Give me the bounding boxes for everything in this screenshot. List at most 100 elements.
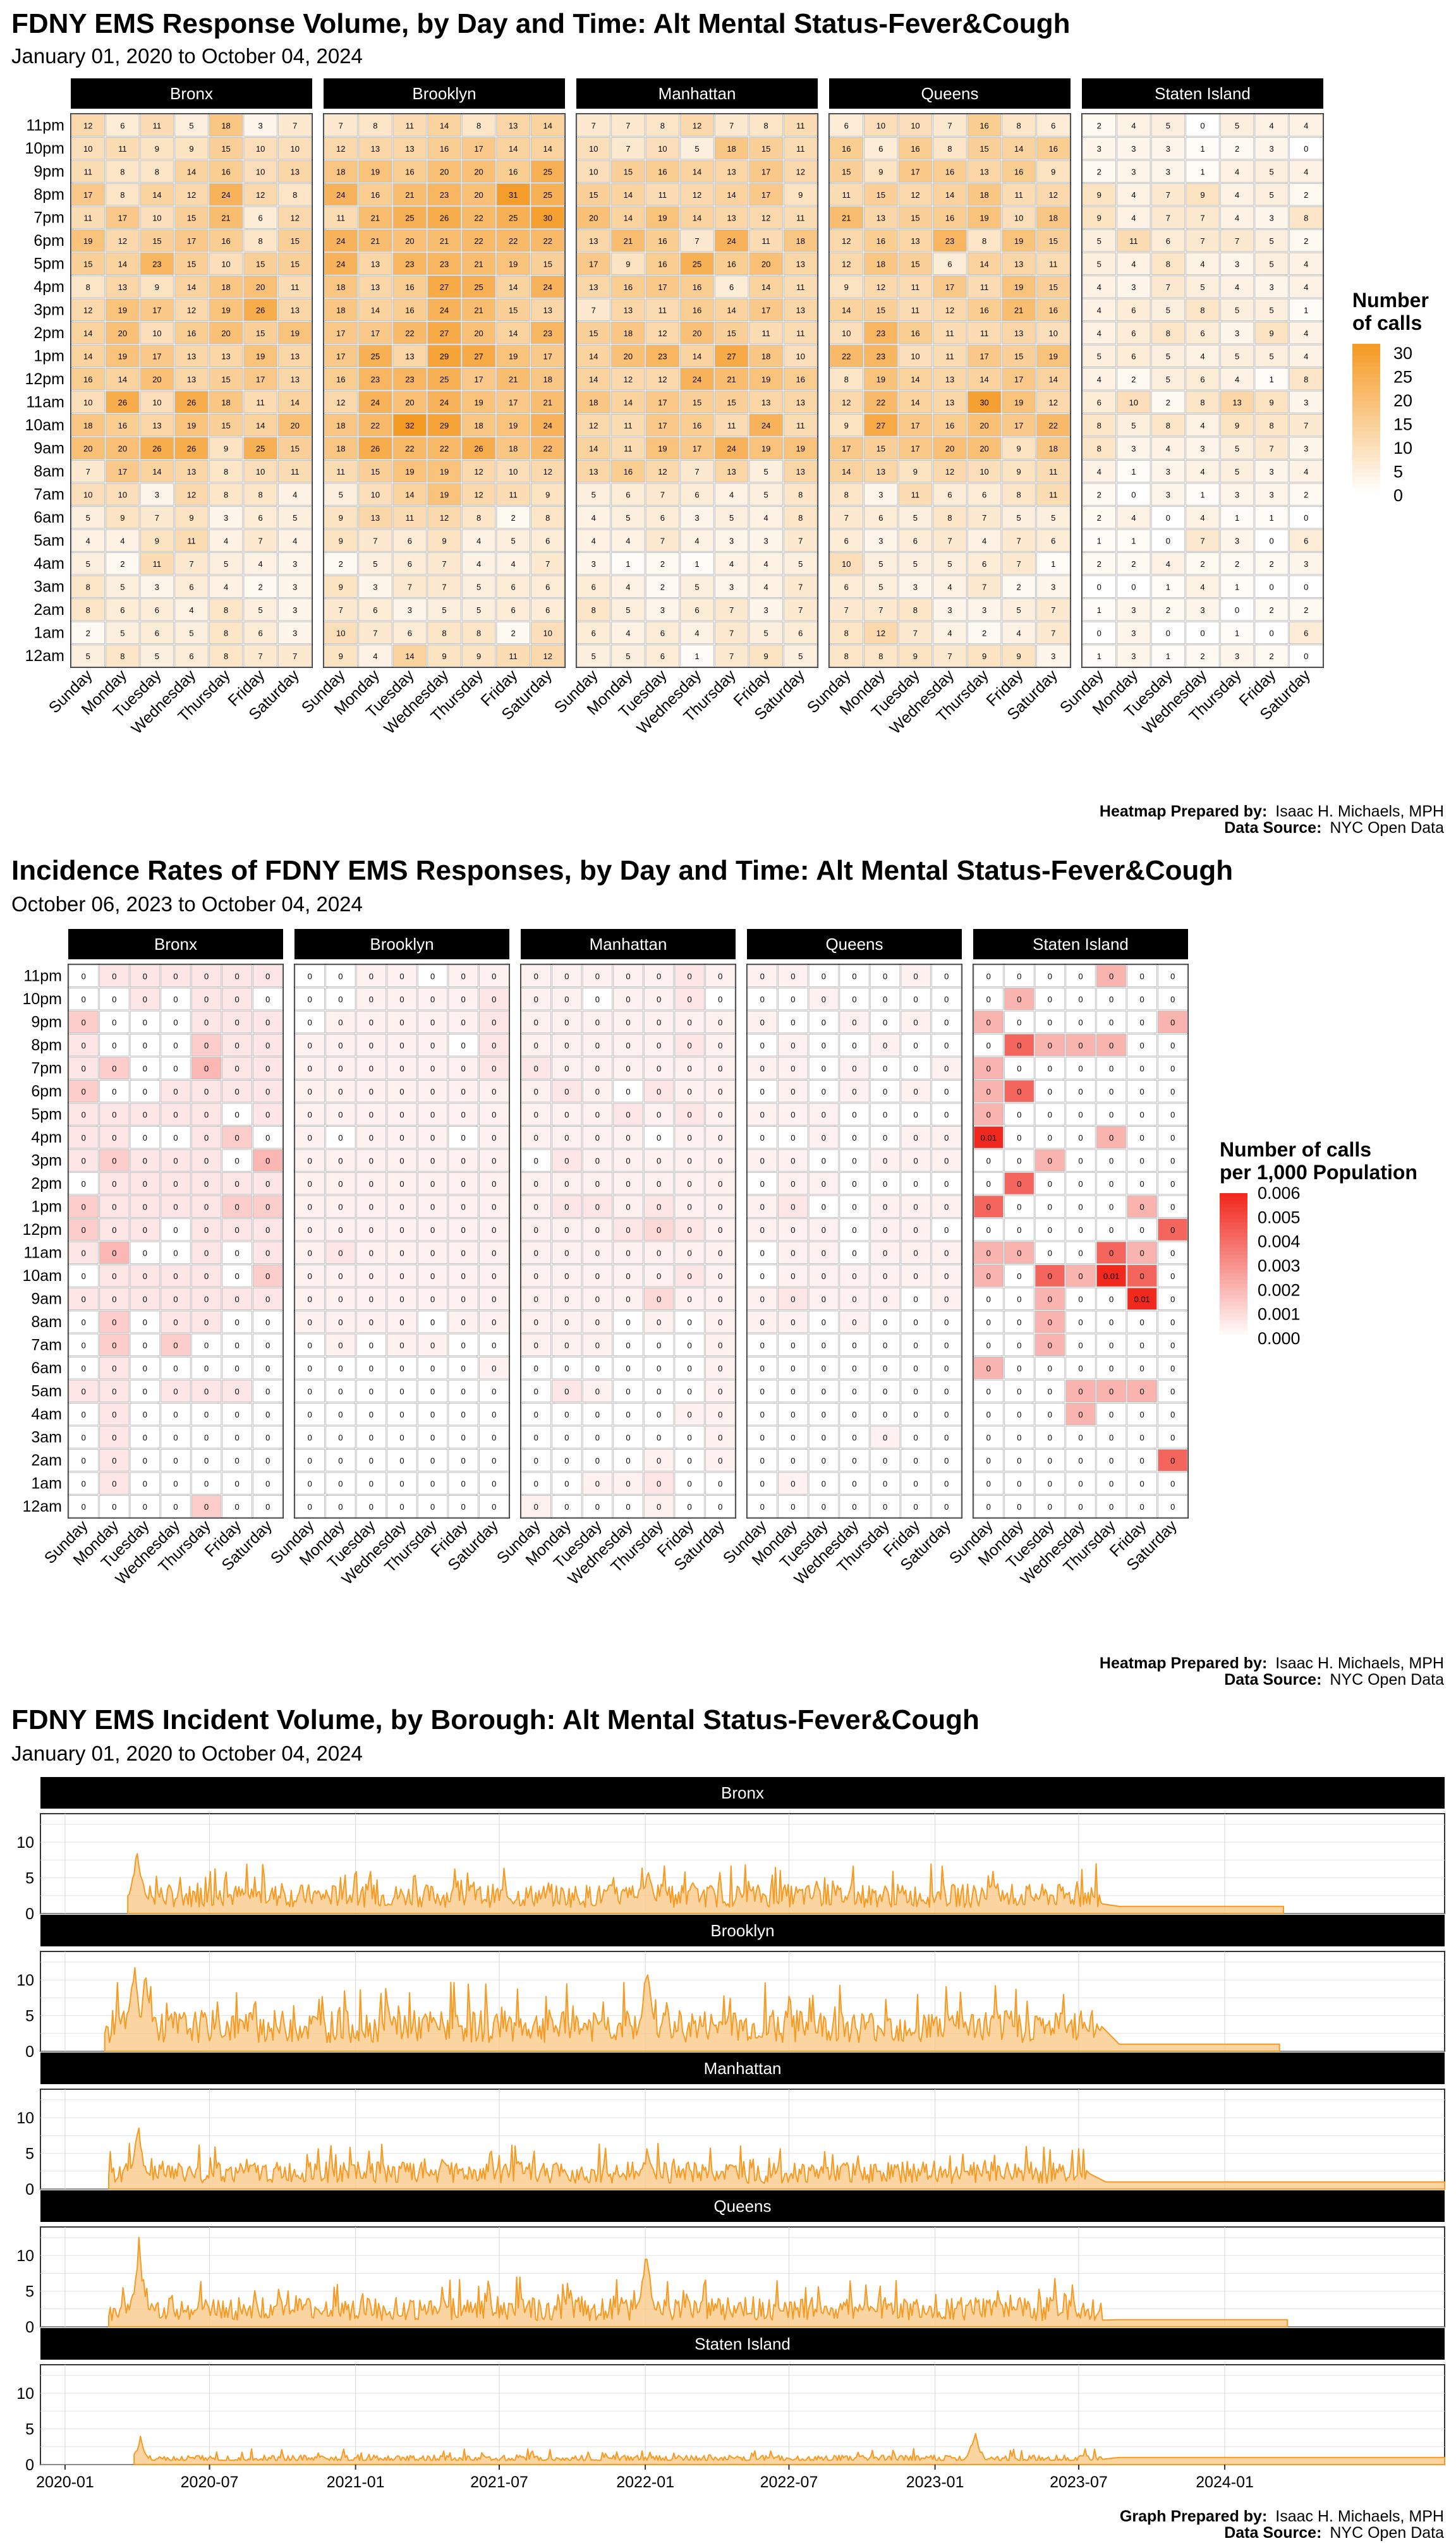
hm1-cell-bronx-4pm-wednesday [174, 276, 209, 298]
hm2-cell-label: 0 [914, 1410, 918, 1419]
hm2-cell-label: 0 [173, 1364, 178, 1373]
hm1-cell-label: 16 [842, 144, 851, 154]
hm2-cell-label: 0 [430, 1133, 435, 1143]
hm2-cell-label: 0 [1170, 1410, 1175, 1419]
hm1-cell-label: 0 [1270, 536, 1274, 545]
hm2-cell-label: 0 [564, 995, 569, 1004]
hm2-cell-label: 0 [883, 1248, 887, 1258]
hm1-hour-label: 1pm [33, 347, 64, 365]
hm2-cell-label: 0 [914, 1318, 918, 1327]
hm1-cell-label: 8 [545, 513, 550, 523]
hm2-cell-label: 0 [1140, 1087, 1144, 1096]
hm2-cell-label: 0 [914, 1433, 918, 1442]
hm1-cell-label: 24 [761, 421, 770, 430]
hm2-cell-label: 0 [883, 1271, 887, 1281]
hm2-cell-label: 0 [338, 1087, 343, 1096]
hm1-cell-brooklyn-5am-wednesday [427, 529, 461, 552]
ts-strip-label-queens: Queens [713, 2197, 771, 2216]
hm1-cell-label: 8 [798, 490, 803, 499]
hm1-cell-label: 20 [980, 444, 988, 453]
hm2-cell-label: 0 [1017, 1202, 1021, 1211]
hm1-cell-label: 4 [1131, 121, 1136, 130]
hm1-cell-label: 16 [945, 167, 954, 176]
hm1-cell-label: 14 [83, 329, 92, 338]
hm2-cell-label: 0 [265, 971, 270, 981]
hm2-legend-swatch [1220, 1211, 1247, 1216]
hm2-cell-label: 0 [986, 1318, 991, 1327]
hm1-cell-bronx-1pm-friday [243, 344, 277, 367]
hm1-cell-label: 25 [405, 213, 414, 222]
hm2-cell-label: 0 [657, 1064, 661, 1073]
hm2-cell-label: 0 [338, 1110, 343, 1119]
hm2-cell-label: 0 [369, 1225, 373, 1235]
hm1-cell-manhattan-4am-saturday [783, 552, 818, 575]
hm1-legend-swatch [1352, 416, 1380, 420]
hm1-cell-manhattan-11pm-tuesday [645, 114, 680, 136]
hm2-cell-label: 0 [688, 1017, 692, 1027]
hm2-cell-label: 0 [791, 1318, 795, 1327]
hm2-cell-label: 0 [986, 1156, 991, 1165]
hm1-cell-label: 21 [474, 259, 483, 269]
hm1-cell-label: 7 [947, 536, 952, 545]
heatmap2-prepared-label: Heatmap Prepared by: [1100, 1654, 1267, 1672]
heatmap2-source-label: Data Source: [1224, 1671, 1321, 1689]
hm1-cell-brooklyn-11pm-thursday [461, 114, 496, 136]
hm2-cell-label: 0 [82, 1340, 86, 1350]
hm1-strip-label-staten-island: Staten Island [1155, 84, 1251, 103]
hm1-cell-label: 7 [545, 559, 550, 569]
hm2-cell-label: 0 [204, 1340, 209, 1350]
hm1-cell-label: 16 [658, 236, 667, 246]
hm2-cell-label: 0 [564, 1271, 569, 1281]
hm2-cell-label: 0 [760, 1433, 765, 1442]
hm1-cell-label: 4 [1097, 375, 1101, 384]
hm2-cell-label: 0 [688, 1410, 692, 1419]
hm2-cell-label: 0 [986, 1502, 991, 1512]
hm1-cell-brooklyn-7am-monday [358, 483, 392, 506]
hm2-cell-label: 0 [461, 1248, 466, 1258]
hm1-cell-label: 14 [842, 467, 851, 476]
hm1-hour-label: 2am [33, 601, 64, 619]
hm2-cell-label: 0 [595, 971, 600, 981]
hm1-cell-label: 10 [256, 144, 265, 154]
hm1-cell-bronx-9am-tuesday [140, 437, 174, 459]
hm1-cell-label: 7 [86, 467, 90, 476]
hm1-cell-label: 3 [695, 513, 699, 523]
hm1-cell-label: 23 [152, 259, 161, 269]
hm1-cell-label: 26 [152, 444, 161, 453]
hm2-legend-swatch [1220, 1215, 1247, 1220]
hm2-cell-label: 0 [308, 1156, 312, 1165]
hm1-cell-manhattan-11am-saturday [783, 391, 818, 413]
hm2-cell-label: 0 [944, 1041, 949, 1050]
hm1-cell-manhattan-6am-friday [749, 506, 783, 529]
hm1-cell-label: 21 [371, 236, 380, 246]
hm2-legend-swatch [1220, 1200, 1247, 1205]
hm1-cell-label: 14 [509, 144, 518, 154]
hm1-cell-bronx-3pm-tuesday [140, 298, 174, 321]
hm2-cell-label: 0 [235, 1502, 240, 1512]
hm1-cell-label: 3 [1131, 605, 1136, 615]
hm1-cell-label: 3 [1304, 397, 1308, 407]
hm2-cell-label: 0 [791, 1433, 795, 1442]
hm1-cell-label: 14 [842, 305, 851, 315]
hm1-hour-label: 3am [33, 578, 64, 595]
hm1-cell-bronx-12am-sunday [71, 645, 106, 667]
hm1-cell-bronx-3pm-monday [106, 298, 140, 321]
hm1-cell-label: 1 [1200, 144, 1204, 154]
hm2-cell-label: 0 [852, 1017, 856, 1027]
hm2-cell-label: 0 [112, 1225, 116, 1235]
hm2-cell-label: 0 [204, 1087, 209, 1096]
hm1-cell-label: 5 [476, 582, 481, 592]
hm1-legend-swatch [1352, 397, 1380, 401]
hm1-cell-manhattan-11pm-saturday [783, 114, 818, 136]
hm1-panel-manhattan [576, 113, 818, 668]
hm1-cell-label: 14 [152, 190, 161, 200]
hm1-cell-label: 13 [761, 397, 770, 407]
hm1-cell-label: 6 [511, 605, 516, 615]
hm1-cell-bronx-7am-wednesday [174, 483, 209, 506]
hm2-cell-label: 0 [1078, 1364, 1083, 1373]
hm1-cell-label: 9 [1017, 652, 1021, 661]
hm2-cell-label: 0 [399, 1156, 404, 1165]
hm1-cell-label: 0 [1304, 582, 1308, 592]
hm2-cell-label: 0 [1048, 1271, 1052, 1281]
hm2-cell-label: 0 [760, 1386, 765, 1396]
